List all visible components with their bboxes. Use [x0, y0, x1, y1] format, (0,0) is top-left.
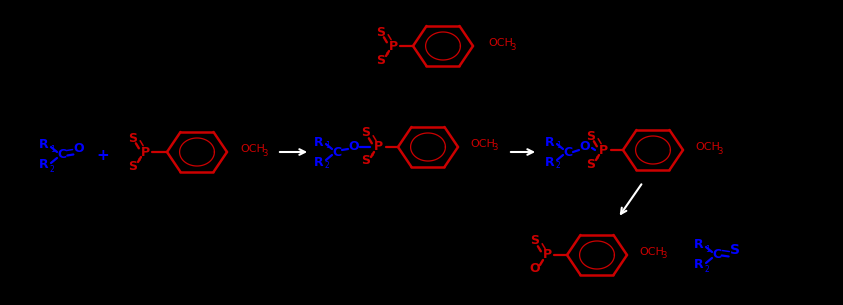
Text: 3: 3 — [262, 149, 267, 157]
Text: R: R — [314, 135, 324, 149]
Text: 2: 2 — [325, 162, 330, 170]
Text: R: R — [694, 259, 704, 271]
Text: S: S — [362, 127, 371, 139]
Text: S: S — [128, 131, 137, 145]
Text: C: C — [712, 249, 722, 261]
Text: +: + — [97, 148, 110, 163]
Text: R: R — [545, 135, 555, 149]
Text: OCH: OCH — [240, 144, 265, 154]
Text: P: P — [542, 249, 551, 261]
Text: OCH: OCH — [470, 139, 495, 149]
Text: 3: 3 — [717, 146, 722, 156]
Text: 2: 2 — [50, 164, 55, 174]
Text: R: R — [545, 156, 555, 168]
Text: S: S — [587, 130, 595, 142]
Text: 2: 2 — [705, 264, 710, 274]
Text: S: S — [377, 53, 385, 66]
Text: 1: 1 — [705, 245, 710, 253]
Text: S: S — [587, 157, 595, 170]
Text: 1: 1 — [325, 142, 330, 150]
Text: O: O — [529, 263, 540, 275]
Text: O: O — [580, 141, 590, 153]
Text: S: S — [730, 243, 740, 257]
Text: 3: 3 — [661, 252, 666, 260]
Text: S: S — [362, 155, 371, 167]
Text: OCH: OCH — [639, 247, 664, 257]
Text: S: S — [128, 160, 137, 173]
Text: OCH: OCH — [488, 38, 513, 48]
Text: P: P — [389, 40, 398, 52]
Text: C: C — [57, 149, 67, 162]
Text: C: C — [563, 145, 572, 159]
Text: P: P — [373, 141, 383, 153]
Text: 3: 3 — [492, 143, 497, 152]
Text: R: R — [314, 156, 324, 168]
Text: S: S — [530, 235, 540, 247]
Text: 1: 1 — [50, 145, 55, 153]
Text: O: O — [349, 141, 359, 153]
Text: C: C — [332, 145, 341, 159]
Text: R: R — [694, 239, 704, 252]
Text: S: S — [377, 26, 385, 38]
Text: P: P — [599, 143, 608, 156]
Text: R: R — [39, 159, 49, 171]
Text: P: P — [141, 145, 149, 159]
Text: 3: 3 — [510, 42, 515, 52]
Text: 1: 1 — [556, 142, 561, 150]
Text: R: R — [39, 138, 49, 152]
Text: 2: 2 — [556, 162, 561, 170]
Text: OCH: OCH — [695, 142, 720, 152]
Text: O: O — [73, 142, 84, 156]
